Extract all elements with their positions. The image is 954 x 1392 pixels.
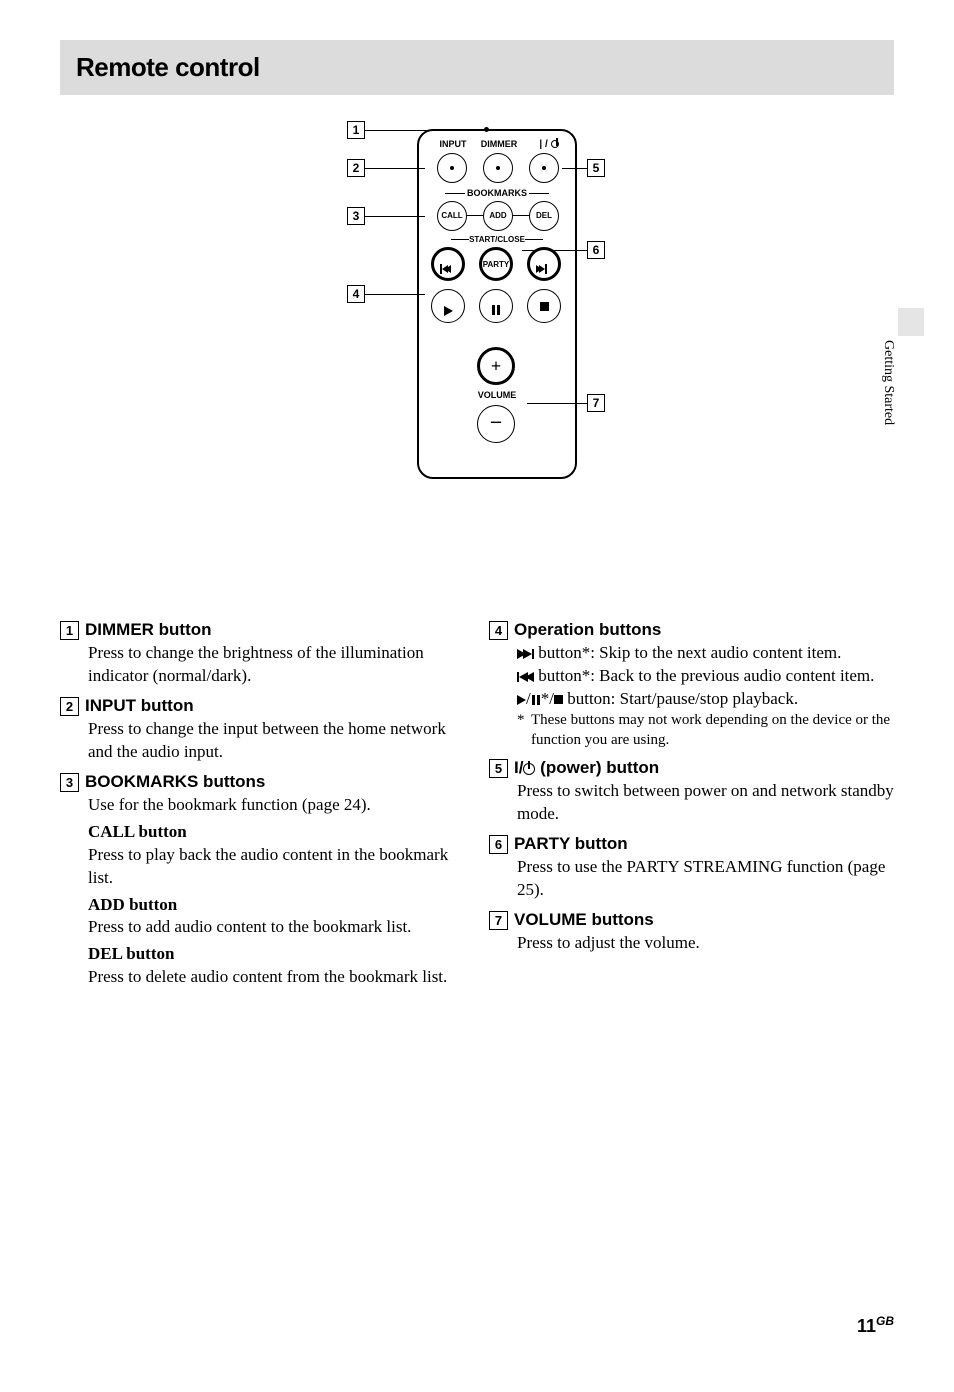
- item-title: DIMMER button: [85, 620, 212, 640]
- item-body-line: /*/ button: Start/pause/stop playback.: [489, 688, 894, 712]
- description-item: 6 PARTY buttonPress to use the PARTY STRE…: [489, 834, 894, 902]
- item-title: BOOKMARKS buttons: [85, 772, 265, 792]
- section-header: Remote control: [60, 40, 894, 95]
- item-number: 3: [60, 773, 79, 792]
- item-number: 2: [60, 697, 79, 716]
- callout-1: 1: [347, 121, 365, 139]
- label-input: INPUT: [433, 139, 473, 149]
- item-body-line: DEL button: [60, 943, 465, 966]
- label-power: | /: [531, 139, 567, 150]
- callout-4: 4: [347, 285, 365, 303]
- label-bookmarks: BOOKMARKS: [419, 188, 575, 198]
- callout-line: [365, 168, 425, 169]
- del-button: DEL: [529, 201, 559, 231]
- item-body-line: CALL button: [60, 821, 465, 844]
- description-item: 1 DIMMER buttonPress to change the bright…: [60, 620, 465, 688]
- callout-line: [365, 216, 425, 217]
- item-body-line: Press to adjust the volume.: [489, 932, 894, 955]
- pause-button: [479, 289, 513, 323]
- item-number: 6: [489, 835, 508, 854]
- prev-button: [431, 247, 465, 281]
- play-button: [431, 289, 465, 323]
- remote-diagram: 1 2 3 4 5 6 7 INPUT DIMMER | /: [347, 119, 607, 509]
- item-body-line: Use for the bookmark function (page 24).: [60, 794, 465, 817]
- description-item: 2 INPUT buttonPress to change the input b…: [60, 696, 465, 764]
- input-button: [437, 153, 467, 183]
- item-number: 5: [489, 759, 508, 778]
- right-column: 4 Operation buttons button*: Skip to the …: [489, 620, 894, 997]
- item-body-line: Press to change the input between the ho…: [60, 718, 465, 764]
- call-button: CALL: [437, 201, 467, 231]
- callout-7: 7: [587, 394, 605, 412]
- dimmer-button: [483, 153, 513, 183]
- callout-2: 2: [347, 159, 365, 177]
- diagram-area: 1 2 3 4 5 6 7 INPUT DIMMER | /: [0, 95, 954, 514]
- next-button: [527, 247, 561, 281]
- stop-button: [527, 289, 561, 323]
- description-item: 7 VOLUME buttonsPress to adjust the volum…: [489, 910, 894, 955]
- description-columns: 1 DIMMER buttonPress to change the bright…: [60, 620, 894, 997]
- callout-5: 5: [587, 159, 605, 177]
- side-label: Getting Started: [880, 340, 896, 425]
- party-button: PARTY: [479, 247, 513, 281]
- item-body-line: ADD button: [60, 894, 465, 917]
- callout-3: 3: [347, 207, 365, 225]
- item-body-line: Press to play back the audio content in …: [60, 844, 465, 890]
- section-title: Remote control: [76, 52, 878, 83]
- item-body-line: button*: Back to the previous audio cont…: [489, 665, 894, 688]
- item-number: 4: [489, 621, 508, 640]
- item-body-line: Press to use the PARTY STREAMING functio…: [489, 856, 894, 902]
- label-startclose: START/CLOSE: [419, 235, 575, 244]
- footnote: *These buttons may not work depending on…: [489, 711, 894, 750]
- item-body-line: Press to add audio content to the bookma…: [60, 916, 465, 939]
- item-body-line: button*: Skip to the next audio content …: [489, 642, 894, 665]
- item-number: 1: [60, 621, 79, 640]
- add-button: ADD: [483, 201, 513, 231]
- description-item: 5 I/ (power) buttonPress to switch betwee…: [489, 758, 894, 826]
- item-title: PARTY button: [514, 834, 628, 854]
- callout-line: [365, 294, 425, 295]
- description-item: 3 BOOKMARKS buttonsUse for the bookmark f…: [60, 772, 465, 990]
- left-column: 1 DIMMER buttonPress to change the bright…: [60, 620, 465, 997]
- remote-body: INPUT DIMMER | / BOOKMARKS CALL: [417, 129, 577, 479]
- side-tab: [898, 308, 924, 336]
- item-title: VOLUME buttons: [514, 910, 654, 930]
- vol-up-button: +: [477, 347, 515, 385]
- page-number: 11GB: [857, 1314, 894, 1337]
- item-title: Operation buttons: [514, 620, 661, 640]
- item-title: INPUT button: [85, 696, 194, 716]
- item-body-line: Press to switch between power on and net…: [489, 780, 894, 826]
- callout-6: 6: [587, 241, 605, 259]
- item-number: 7: [489, 911, 508, 930]
- item-body-line: Press to delete audio content from the b…: [60, 966, 465, 989]
- power-button: [529, 153, 559, 183]
- description-item: 4 Operation buttons button*: Skip to the …: [489, 620, 894, 750]
- label-dimmer: DIMMER: [477, 139, 521, 149]
- item-body-line: Press to change the brightness of the il…: [60, 642, 465, 688]
- vol-down-button: –: [477, 405, 515, 443]
- label-volume: VOLUME: [419, 390, 575, 400]
- item-title: I/ (power) button: [514, 758, 659, 778]
